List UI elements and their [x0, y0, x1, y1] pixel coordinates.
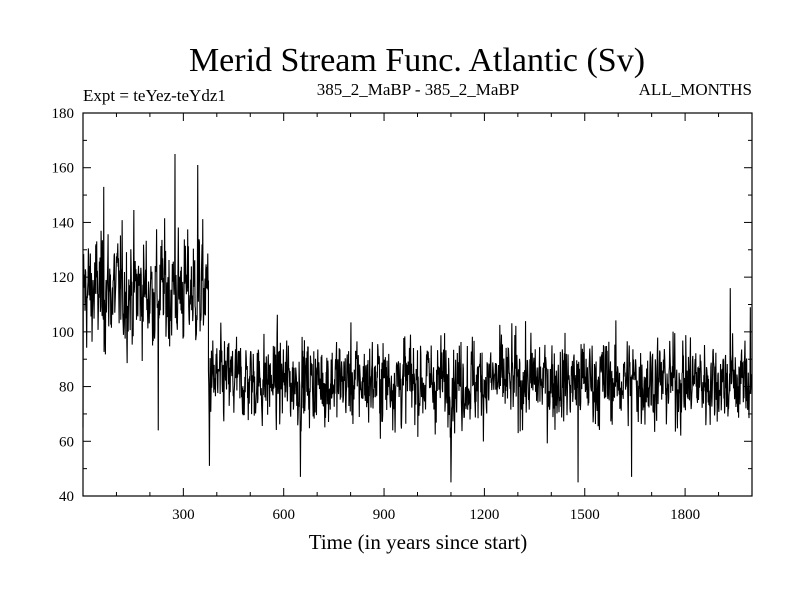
x-tick-label: 300 [172, 507, 195, 523]
y-tick-label: 100 [52, 325, 75, 341]
subtitle-right: ALL_MONTHS [639, 80, 752, 99]
y-tick-label: 160 [52, 161, 75, 177]
y-tick-label: 140 [52, 215, 75, 231]
subtitle-center: 385_2_MaBP - 385_2_MaBP [317, 80, 519, 99]
y-tick-label: 120 [52, 270, 75, 286]
x-tick-label: 1500 [570, 507, 600, 523]
subtitle-left: Expt = teYez-teYdz1 [83, 86, 226, 105]
y-tick-label: 80 [59, 380, 74, 396]
series-line [82, 154, 753, 483]
x-tick-label: 900 [373, 507, 396, 523]
x-axis-label: Time (in years since start) [309, 530, 528, 554]
y-tick-label: 60 [59, 434, 74, 450]
x-tick-label: 600 [272, 507, 295, 523]
y-tick-label: 40 [59, 489, 74, 505]
y-tick-label: 180 [52, 106, 75, 122]
x-tick-label: 1200 [469, 507, 499, 523]
chart-title: Merid Stream Func. Atlantic (Sv) [189, 42, 645, 79]
plot-area: 40 60 80 100 120 140 160 180 300 600 900 1200 1500 18… [52, 106, 753, 523]
x-tick-label: 1800 [670, 507, 700, 523]
